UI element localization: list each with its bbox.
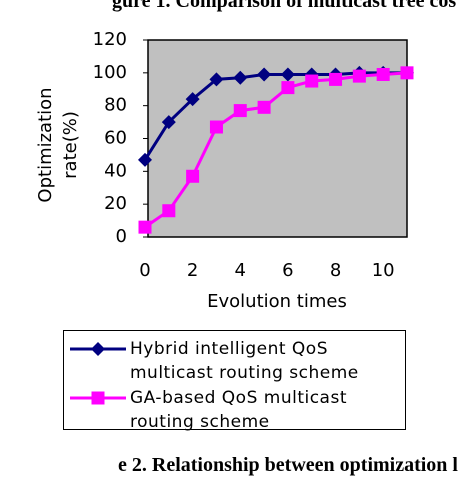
y-tick-label: 20 [104, 193, 127, 214]
y-tick-label: 100 [93, 62, 127, 83]
legend-label: Hybrid intelligent QoS multicast routing… [130, 339, 359, 383]
y-tick-label: 40 [104, 160, 127, 181]
y-tick-label: 80 [104, 95, 127, 116]
legend: Hybrid intelligent QoS multicast routing… [63, 330, 406, 432]
marker [257, 100, 271, 114]
marker [138, 152, 152, 167]
marker [161, 115, 176, 130]
header-text: gure 1. Comparison of multicast tree cos [112, 0, 457, 12]
x-tick-label: 0 [139, 260, 150, 281]
marker [280, 67, 295, 82]
marker [138, 220, 152, 234]
marker [209, 120, 223, 134]
x-tick-label: 10 [372, 260, 395, 281]
marker [186, 169, 200, 183]
y-tick-label: 120 [93, 29, 127, 50]
y-tick-label: 60 [104, 128, 127, 149]
caption: e 2. Relationship between optimization l [118, 454, 458, 476]
x-tick-label: 6 [282, 260, 293, 281]
legend-swatch [70, 391, 126, 405]
marker [185, 92, 200, 107]
x-axis-label: Evolution times [207, 291, 347, 312]
x-tick-label: 4 [235, 260, 246, 281]
y-axis-label: Optimization [35, 87, 56, 202]
marker [400, 66, 414, 80]
marker [91, 391, 105, 405]
marker [209, 72, 224, 87]
legend-swatch [70, 342, 126, 356]
x-tick-label: 8 [330, 260, 341, 281]
plot-area [147, 39, 408, 238]
marker [233, 70, 248, 85]
legend-label: GA-based QoS multicast routing scheme [130, 388, 347, 432]
marker [233, 104, 247, 118]
marker [329, 72, 343, 86]
marker [376, 67, 390, 81]
x-tick-label: 2 [187, 260, 198, 281]
marker [162, 204, 176, 218]
y-axis-label: rate(%) [60, 111, 81, 179]
y-tick-label: 0 [116, 226, 127, 247]
marker [91, 342, 105, 356]
marker [305, 74, 319, 88]
marker [352, 69, 366, 83]
marker [257, 67, 272, 82]
marker [281, 81, 295, 95]
